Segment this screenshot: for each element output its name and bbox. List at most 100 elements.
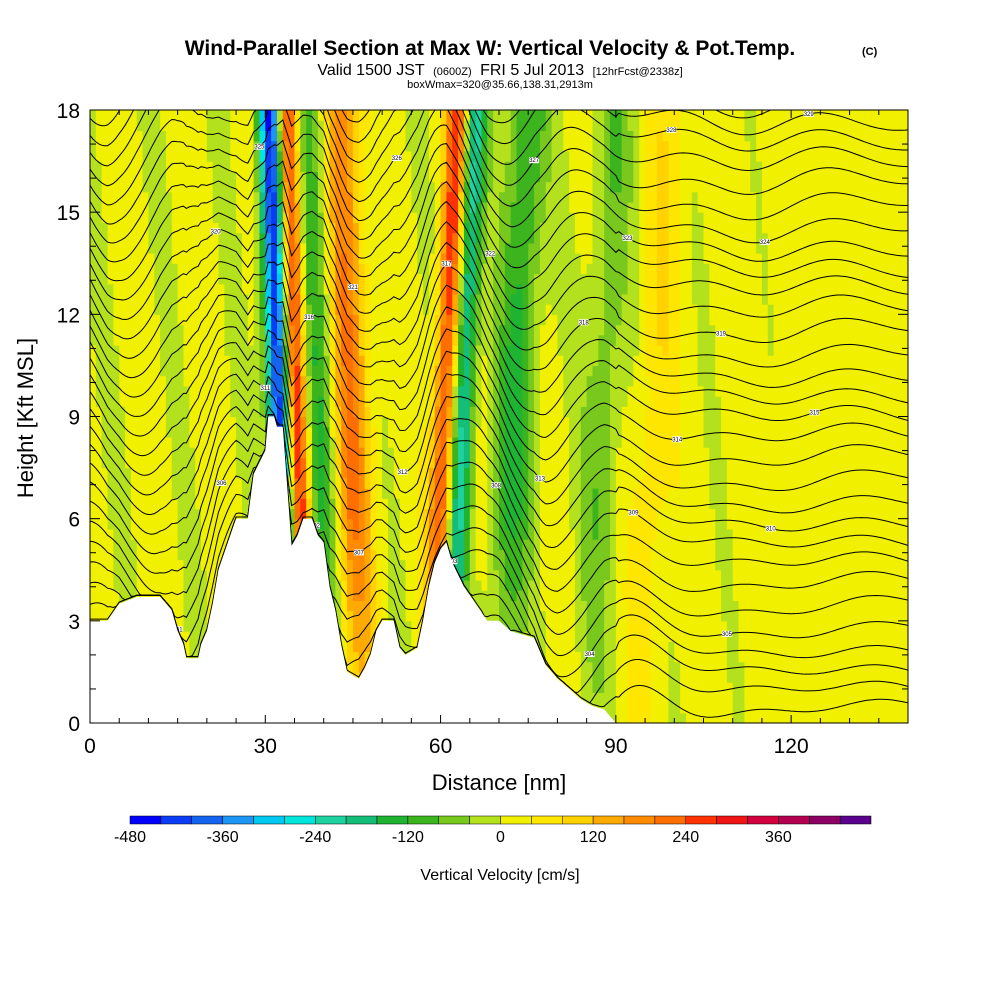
velocity-cell (493, 365, 500, 377)
velocity-cell (463, 549, 471, 561)
velocity-cell (347, 293, 354, 305)
velocity-cell (387, 140, 395, 152)
velocity-cell (423, 110, 430, 121)
velocity-cell (142, 518, 150, 530)
velocity-cell (428, 549, 436, 561)
velocity-cell (440, 447, 448, 458)
velocity-cell (306, 161, 313, 172)
velocity-cell (352, 365, 360, 377)
velocity-cell (522, 191, 529, 203)
velocity-cell (382, 273, 389, 285)
velocity-cell (113, 355, 120, 367)
velocity-cell (113, 314, 120, 326)
velocity-cell (393, 110, 401, 121)
velocity-cell (499, 498, 506, 510)
velocity-cell (352, 651, 360, 663)
velocity-cell (522, 283, 529, 295)
velocity-cell (563, 600, 570, 612)
velocity-cell (101, 253, 109, 264)
velocity-cell (189, 130, 196, 142)
velocity-cell (504, 232, 512, 244)
velocity-cell (271, 324, 278, 336)
velocity-cell (487, 324, 494, 336)
velocity-cell (382, 518, 389, 530)
velocity-cell (417, 508, 424, 520)
velocity-cell (458, 416, 465, 428)
velocity-cell (189, 355, 196, 367)
velocity-cell (364, 620, 372, 632)
velocity-cell (551, 324, 559, 336)
velocity-cell (224, 161, 231, 172)
velocity-cell (434, 406, 442, 418)
velocity-cell (288, 232, 296, 244)
velocity-cell (469, 181, 477, 193)
velocity-cell (387, 120, 395, 132)
velocity-cell (288, 436, 296, 448)
velocity-cell (463, 110, 471, 121)
velocity-cell (224, 212, 231, 223)
velocity-cell (142, 457, 150, 469)
velocity-cell (352, 140, 360, 152)
velocity-cell (90, 559, 97, 571)
velocity-cell (306, 344, 313, 356)
velocity-cell (90, 293, 97, 305)
velocity-cell (276, 191, 284, 203)
velocity-cell (352, 518, 360, 530)
velocity-cell (423, 375, 430, 387)
velocity-cell (329, 406, 336, 418)
velocity-cell (370, 477, 377, 489)
velocity-cell (160, 232, 167, 244)
velocity-cell (370, 488, 377, 499)
velocity-cell (171, 539, 179, 550)
velocity-cell (522, 375, 529, 387)
velocity-cell (165, 242, 173, 254)
velocity-cell (195, 620, 202, 632)
velocity-cell (423, 477, 430, 489)
velocity-cell (405, 171, 412, 183)
velocity-cell (452, 201, 459, 213)
velocity-cell (306, 242, 313, 254)
velocity-cell (183, 467, 190, 479)
velocity-cell (160, 569, 167, 581)
velocity-cell (183, 130, 190, 142)
velocity-cell (534, 283, 541, 295)
velocity-cell (387, 436, 395, 448)
velocity-cell (428, 191, 436, 203)
velocity-cell (539, 355, 547, 367)
velocity-cell (323, 344, 331, 356)
velocity-cell (411, 304, 418, 315)
velocity-cell (247, 181, 255, 193)
velocity-cell (545, 569, 553, 581)
velocity-cell (499, 344, 506, 356)
velocity-cell (95, 253, 103, 264)
velocity-cell (212, 283, 220, 295)
velocity-cell (452, 161, 459, 172)
velocity-cell (504, 447, 512, 458)
velocity-cell (376, 161, 383, 172)
velocity-cell (493, 222, 500, 234)
velocity-cell (113, 222, 120, 234)
velocity-cell (130, 334, 138, 346)
velocity-cell (154, 242, 161, 254)
velocity-cell (352, 620, 360, 632)
velocity-cell (399, 498, 407, 510)
velocity-cell (528, 375, 535, 387)
velocity-cell (522, 273, 529, 285)
velocity-cell (370, 600, 377, 612)
velocity-cell (90, 488, 97, 499)
velocity-cell (206, 120, 214, 132)
velocity-cell (189, 447, 196, 458)
velocity-cell (241, 406, 249, 418)
velocity-cell (545, 293, 553, 305)
velocity-cell (206, 355, 214, 367)
velocity-cell (125, 518, 132, 530)
velocity-cell (428, 242, 436, 254)
velocity-cell (224, 120, 231, 132)
velocity-cell (183, 120, 190, 132)
velocity-cell (569, 508, 576, 520)
velocity-cell (341, 549, 348, 561)
velocity-cell (183, 549, 190, 561)
velocity-cell (481, 293, 488, 305)
velocity-cell (522, 518, 529, 530)
velocity-cell (423, 549, 430, 561)
